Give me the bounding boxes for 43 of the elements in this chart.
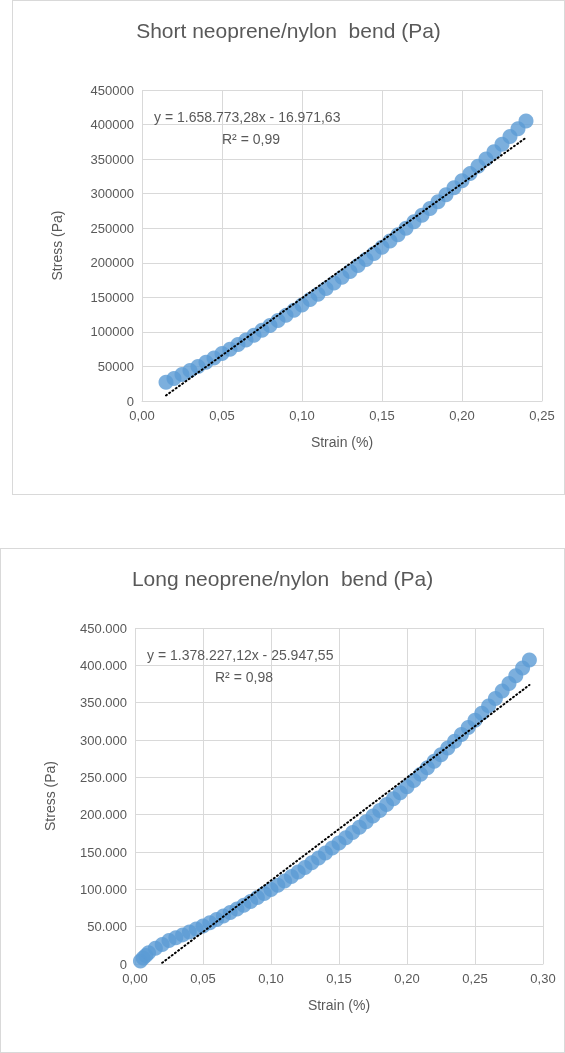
y-tick-label: 0 — [119, 956, 127, 972]
y-tick-label: 350.000 — [80, 695, 127, 711]
y-tick-label: 300000 — [90, 186, 134, 202]
x-tick-label: 0,15 — [326, 971, 352, 986]
x-tick-label: 0,25 — [529, 408, 555, 423]
x-tick-label: 0,20 — [449, 408, 475, 423]
y-tick-label: 450000 — [90, 82, 134, 98]
y-axis-title: Stress (Pa) — [49, 210, 65, 281]
x-tick-label: 0,25 — [462, 971, 488, 986]
y-tick-label: 400000 — [90, 117, 134, 133]
x-tick-label: 0,00 — [122, 971, 148, 986]
y-tick-label: 100.000 — [80, 881, 127, 897]
x-tick-label: 0,15 — [369, 408, 395, 423]
annotation: y = 1.378.227,12x - 25.947,55 — [147, 647, 334, 663]
y-tick-label: 150000 — [90, 289, 134, 305]
chart-title: Long neoprene/nylon bend (Pa) — [131, 567, 434, 590]
y-tick-label: 50000 — [97, 358, 134, 374]
x-axis-title: Strain (%) — [310, 434, 374, 450]
x-tick-label: 0,10 — [258, 971, 284, 986]
x-tick-label: 0,30 — [530, 971, 556, 986]
y-tick-label: 400.000 — [80, 657, 127, 673]
x-tick-label: 0,05 — [190, 971, 216, 986]
x-tick-label: 0,20 — [394, 971, 420, 986]
y-tick-label: 100000 — [90, 324, 134, 340]
y-axis-title: Stress (Pa) — [42, 760, 58, 832]
x-tick-label: 0,00 — [129, 408, 155, 423]
y-tick-label: 450.000 — [80, 620, 127, 636]
y-tick-label: 200000 — [90, 255, 134, 271]
x-axis-title: Strain (%) — [307, 997, 371, 1013]
y-tick-label: 250.000 — [80, 769, 127, 785]
y-tick-label: 50.000 — [87, 919, 127, 935]
annotation: R² = 0,98 — [215, 669, 274, 685]
y-tick-label: 350000 — [90, 151, 134, 167]
y-tick-label: 0 — [126, 393, 134, 409]
y-tick-label: 150.000 — [80, 844, 127, 860]
annotation: R² = 0,99 — [222, 131, 281, 147]
y-tick-label: 250000 — [90, 220, 134, 236]
y-tick-label: 200.000 — [80, 807, 127, 823]
chart-title: Short neoprene/nylon bend (Pa) — [136, 19, 441, 42]
annotation: y = 1.658.773,28x - 16.971,63 — [154, 109, 341, 125]
x-tick-label: 0,10 — [289, 408, 315, 423]
y-tick-label: 300.000 — [80, 732, 127, 748]
x-tick-label: 0,05 — [209, 408, 235, 423]
